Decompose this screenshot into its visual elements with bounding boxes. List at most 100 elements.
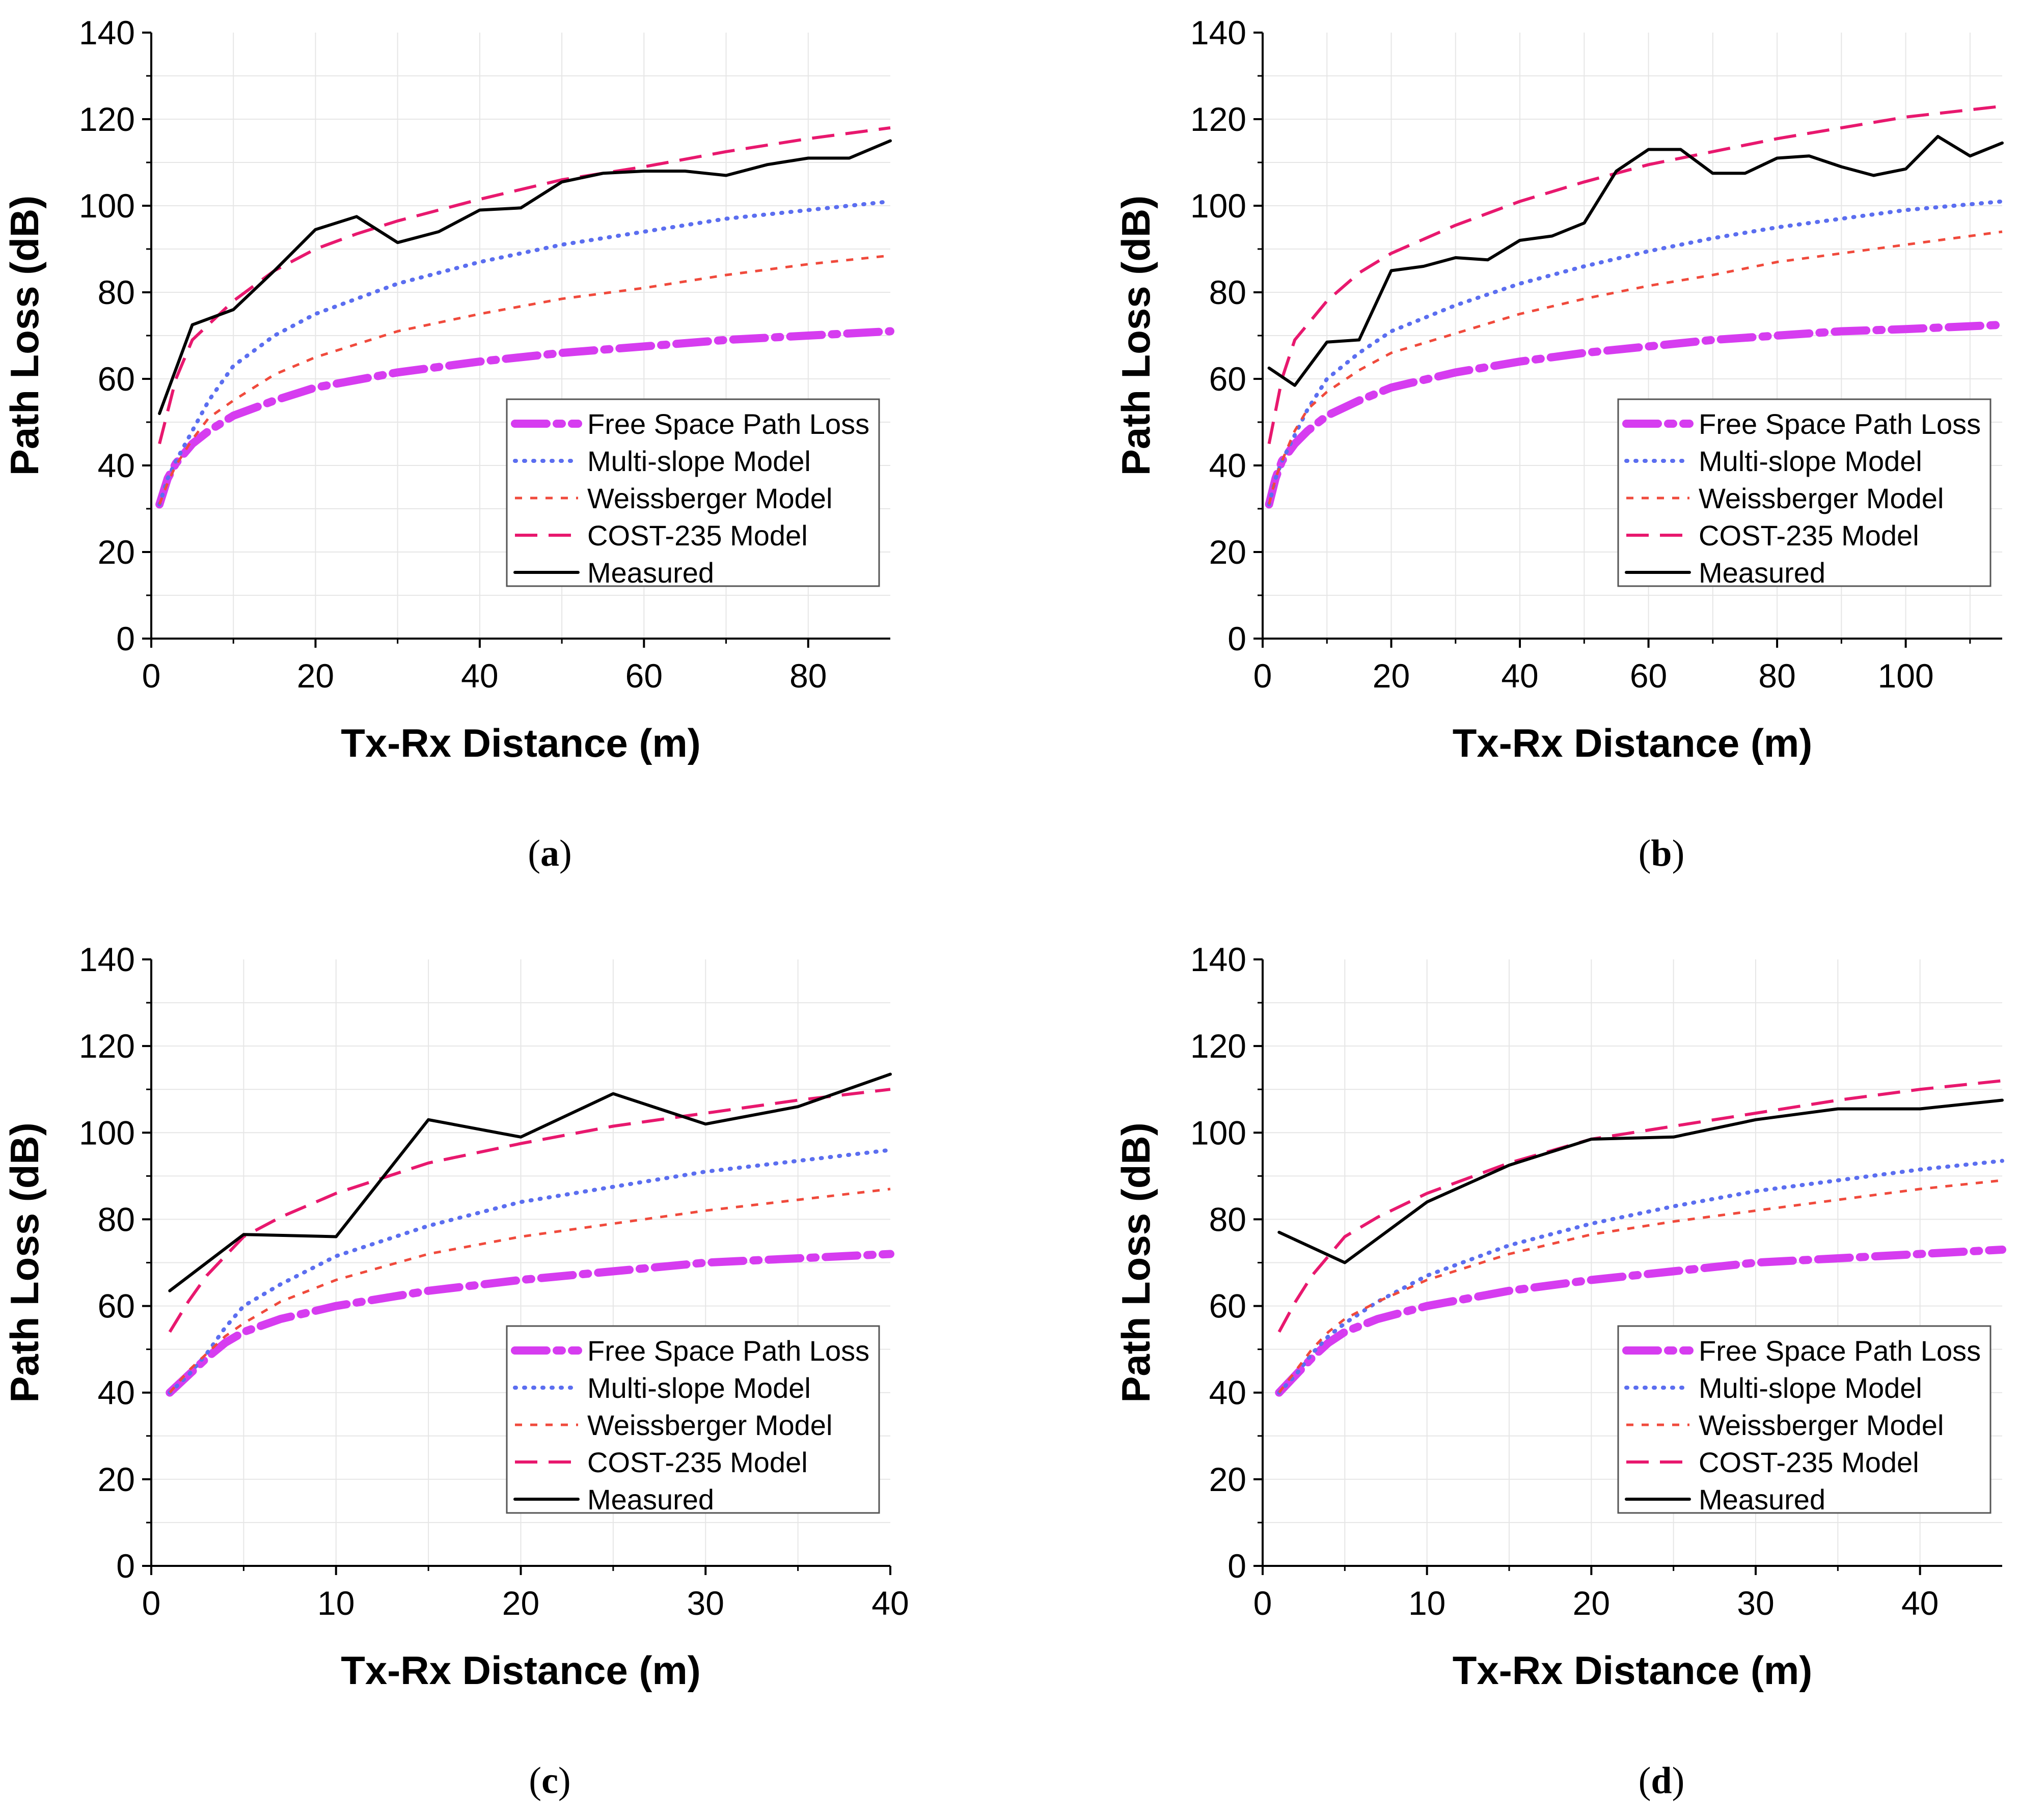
x-tick-label: 40 (1501, 657, 1538, 695)
x-tick-label: 0 (142, 657, 161, 695)
x-tick-label: 40 (461, 657, 498, 695)
y-tick-label: 60 (98, 1287, 135, 1325)
y-tick-label: 40 (1209, 1374, 1246, 1412)
y-tick-label: 60 (98, 360, 135, 398)
x-tick-label: 40 (1901, 1584, 1939, 1622)
legend-label: Free Space Path Loss (1699, 1335, 1981, 1367)
y-tick-label: 20 (1209, 533, 1246, 571)
legend-label: Measured (1699, 1483, 1825, 1515)
legend-label: Multi-slope Model (1699, 445, 1922, 477)
panel-label: (b) (1639, 833, 1684, 874)
x-axis-title: Tx-Rx Distance (m) (1453, 1648, 1813, 1693)
chart-panel-d: 0 20 40 60 80 100 120 140 0 10 20 30 40 Tx-Rx Distanc… (1113, 941, 2006, 1802)
legend-box (1617, 398, 1991, 587)
y-tick-label: 0 (1227, 620, 1246, 657)
series-line-multi-slope-model (168, 1148, 892, 1395)
y-tick-label: 40 (1209, 447, 1246, 484)
series-line-cost-235-model (1267, 104, 2003, 445)
series-line-multi-slope-model (1277, 1159, 2004, 1395)
y-tick-label: 60 (1209, 1287, 1246, 1325)
legend-label: COST-235 Model (587, 519, 808, 551)
x-tick-label: 10 (1408, 1584, 1445, 1622)
legend-box (506, 1325, 880, 1514)
y-tick-label: 80 (1209, 273, 1246, 311)
series-line-weissberger-model (169, 1188, 891, 1394)
legend-label: Free Space Path Loss (1699, 408, 1981, 440)
x-tick-label: 0 (1253, 1584, 1272, 1622)
legend-label: Multi-slope Model (587, 1372, 811, 1404)
x-tick-label: 20 (1573, 1584, 1610, 1622)
panel-label: (d) (1639, 1760, 1684, 1802)
x-tick-label: 20 (502, 1584, 539, 1622)
y-tick-label: 120 (79, 1027, 135, 1065)
y-tick-label: 140 (79, 14, 135, 51)
y-tick-label: 20 (1209, 1460, 1246, 1498)
series-line-measured (158, 139, 892, 415)
series-line-free-space-path-loss (166, 1250, 894, 1397)
series-group (1275, 1079, 2006, 1397)
panel-label: (c) (529, 1760, 570, 1802)
x-tick-label: 0 (1253, 657, 1272, 695)
x-tick-label: 100 (1878, 657, 1934, 695)
x-tick-label: 20 (1373, 657, 1410, 695)
x-tick-label: 60 (1630, 657, 1667, 695)
y-tick-label: 0 (116, 620, 135, 657)
y-tick-label: 80 (98, 273, 135, 311)
legend-label: COST-235 Model (1699, 1446, 1919, 1478)
legend-label: Weissberger Model (587, 1409, 832, 1441)
y-tick-label: 20 (98, 533, 135, 571)
x-axis-title: Tx-Rx Distance (m) (341, 1648, 701, 1693)
y-tick-label: 40 (98, 1374, 135, 1412)
x-axis-title: Tx-Rx Distance (m) (341, 721, 701, 765)
legend: Free Space Path Loss Multi-slope Model Wei… (1617, 398, 1991, 589)
x-tick-label: 30 (687, 1584, 724, 1622)
series-group (155, 126, 894, 509)
series-group (1265, 104, 2006, 509)
y-tick-label: 0 (116, 1547, 135, 1585)
x-tick-label: 20 (297, 657, 334, 695)
y-tick-label: 100 (1190, 1114, 1246, 1151)
series-line-weissberger-model (1278, 1179, 2003, 1394)
series-line-cost-235-model (158, 126, 891, 445)
legend-label: Multi-slope Model (1699, 1372, 1922, 1404)
series-line-weissberger-model (1268, 230, 2003, 505)
series-line-free-space-path-loss (1275, 1246, 2006, 1397)
legend-box (1617, 1325, 1991, 1514)
legend-label: Weissberger Model (1699, 482, 1944, 514)
legend-label: Measured (587, 1483, 714, 1515)
y-tick-label: 80 (1209, 1200, 1246, 1238)
y-tick-label: 60 (1209, 360, 1246, 398)
legend: Free Space Path Loss Multi-slope Model Wei… (506, 1325, 880, 1515)
series-line-measured (168, 1072, 892, 1292)
y-tick-label: 120 (1190, 100, 1246, 138)
legend-label: Measured (587, 557, 714, 589)
chart-panel-a: 0 20 40 60 80 100 120 140 0 20 40 60 80 Tx-Rx Distanc… (2, 14, 894, 874)
x-axis-title: Tx-Rx Distance (m) (1453, 721, 1813, 765)
legend-label: Weissberger Model (587, 482, 832, 514)
x-tick-label: 30 (1737, 1584, 1774, 1622)
x-tick-label: 80 (1758, 657, 1795, 695)
x-tick-label: 40 (871, 1584, 909, 1622)
legend: Free Space Path Loss Multi-slope Model Wei… (1617, 1325, 1991, 1515)
series-line-weissberger-model (158, 254, 891, 505)
y-tick-label: 0 (1227, 1547, 1246, 1585)
y-tick-label: 120 (79, 100, 135, 138)
series-line-measured (1277, 1098, 2004, 1264)
series-line-measured (1267, 135, 2004, 387)
x-tick-label: 0 (142, 1584, 161, 1622)
y-tick-label: 100 (79, 1114, 135, 1151)
y-tick-label: 40 (98, 447, 135, 484)
y-tick-label: 100 (79, 187, 135, 225)
y-axis-title: Path Loss (dB) (1113, 196, 1158, 476)
y-tick-label: 120 (1190, 1027, 1246, 1065)
y-tick-label: 20 (98, 1460, 135, 1498)
y-tick-label: 140 (79, 941, 135, 978)
chart-panel-b: 0 20 40 60 80 100 120 140 0 20 40 60 80 100 Tx-Rx Dist… (1113, 14, 2006, 874)
legend-label: Weissberger Model (1699, 1409, 1944, 1441)
y-tick-label: 100 (1190, 187, 1246, 225)
x-tick-label: 10 (317, 1584, 354, 1622)
y-axis-title: Path Loss (dB) (2, 1122, 47, 1402)
y-tick-label: 140 (1190, 941, 1246, 978)
series-line-free-space-path-loss (1265, 320, 2006, 509)
